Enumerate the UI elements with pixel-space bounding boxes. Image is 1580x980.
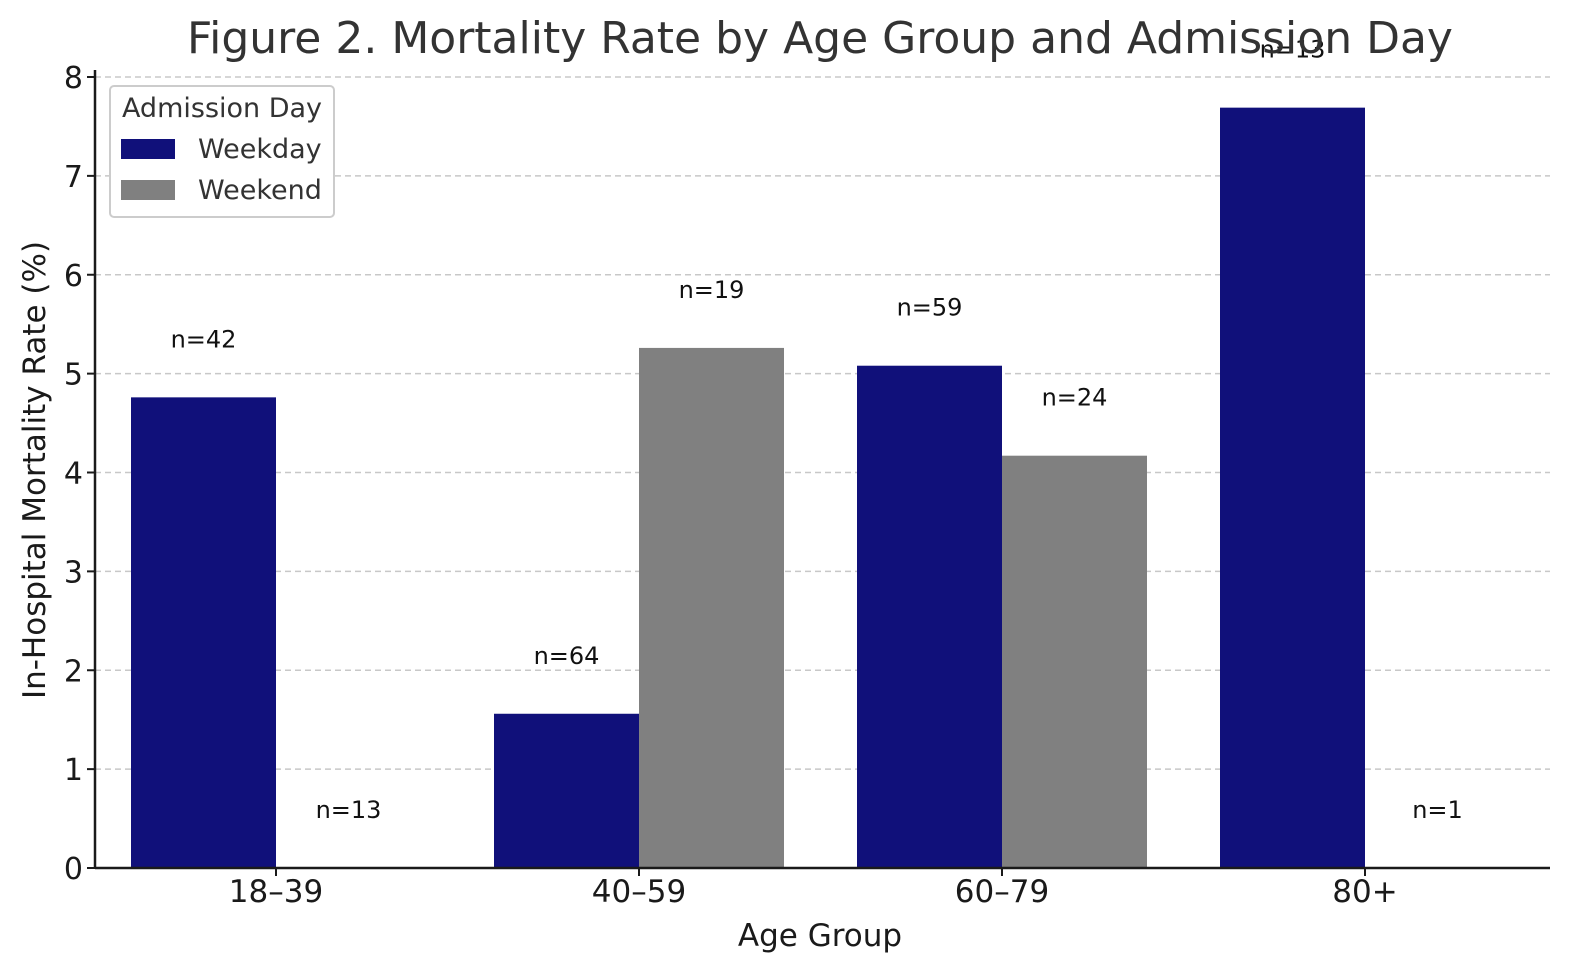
legend-swatch-weekend [121,180,175,200]
bars [131,107,1365,869]
x-tick-label-60-79: 60–79 [955,874,1049,910]
y-tick-label-8: 8 [64,61,83,96]
x-tick-label-40-59: 40–59 [592,874,686,910]
x-axis-label: Age Group [738,918,902,954]
n-label-weekday-80: n=13 [1260,36,1326,64]
n-label-weekday-60-79: n=59 [897,294,963,322]
y-tick-label-3: 3 [64,555,83,590]
legend-title: Admission Day [122,93,322,124]
legend-label-weekend: Weekend [198,175,322,206]
legend: Admission Day Weekday Weekend [109,85,335,218]
n-label-weekday-40-59: n=64 [534,642,600,670]
n-label-weekend-80: n=1 [1412,796,1463,824]
bar-weekend-40-59 [639,347,784,869]
legend-swatch-weekday [121,139,175,159]
y-tick-label-7: 7 [64,160,83,195]
bar-weekend-60-79 [1002,455,1147,868]
bar-weekday-60-79 [857,365,1002,868]
n-label-weekday-18-39: n=42 [171,325,237,353]
n-label-weekend-40-59: n=19 [679,276,745,304]
bar-weekday-80 [1220,107,1365,869]
bar-weekday-18-39 [131,397,276,868]
n-label-weekend-60-79: n=24 [1042,384,1108,412]
y-tick-label-5: 5 [64,358,83,393]
n-label-weekend-18-39: n=13 [316,796,382,824]
y-tick-label-4: 4 [64,457,83,492]
axes: 0 1 2 3 4 5 6 7 8 18–39 40–59 60–79 80+ [64,61,1550,910]
y-tick-label-0: 0 [64,852,83,887]
legend-label-weekday: Weekday [198,134,322,165]
bar-weekday-40-59 [494,713,639,868]
y-tick-label-6: 6 [64,259,83,294]
chart-title: Figure 2. Mortality Rate by Age Group an… [187,13,1453,64]
y-axis-label: In-Hospital Mortality Rate (%) [17,241,53,699]
x-tick-label-18-39: 18–39 [229,874,323,910]
bar-annotations: n=42 n=13 n=64 n=19 n=59 n=24 n=13 n=1 [171,36,1463,824]
x-tick-label-80: 80+ [1332,874,1397,910]
y-tick-label-1: 1 [64,753,83,788]
y-tick-label-2: 2 [64,654,83,689]
